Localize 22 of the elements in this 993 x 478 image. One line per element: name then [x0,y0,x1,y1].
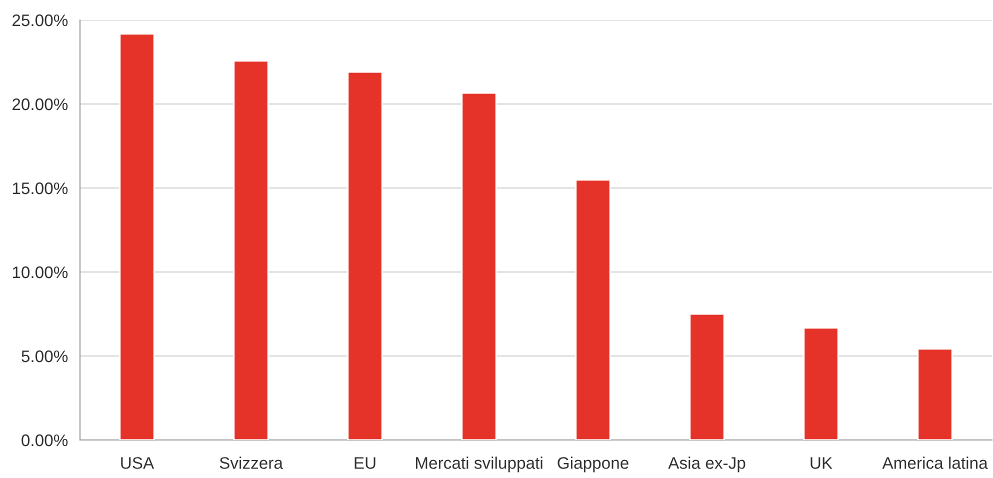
x-tick-label: UK [810,457,832,469]
y-tick-label: 5.00% [22,350,68,362]
x-tick-label: Giappone [558,456,628,472]
x-tick-label: America latina [882,456,988,469]
bar [689,313,725,440]
x-tick-label: EU [354,457,376,469]
x-tick-label: USA [121,457,154,469]
bar [119,33,155,440]
bar [347,71,383,440]
bar [917,348,953,440]
y-tick-label: 15.00% [12,182,68,194]
bar [461,92,497,440]
bar [575,179,611,440]
y-tick-label: 0.00% [22,434,68,446]
x-tick-label: Asia ex-Jp [668,456,746,472]
y-tick-label: 10.00% [12,266,68,278]
x-tick-label: Svizzera [220,456,283,469]
x-tick-label: Mercati sviluppati [416,456,542,472]
bar [233,60,269,440]
y-tick-label: 20.00% [12,98,68,110]
bar [803,327,839,440]
y-tick-label: 25.00% [12,14,68,26]
